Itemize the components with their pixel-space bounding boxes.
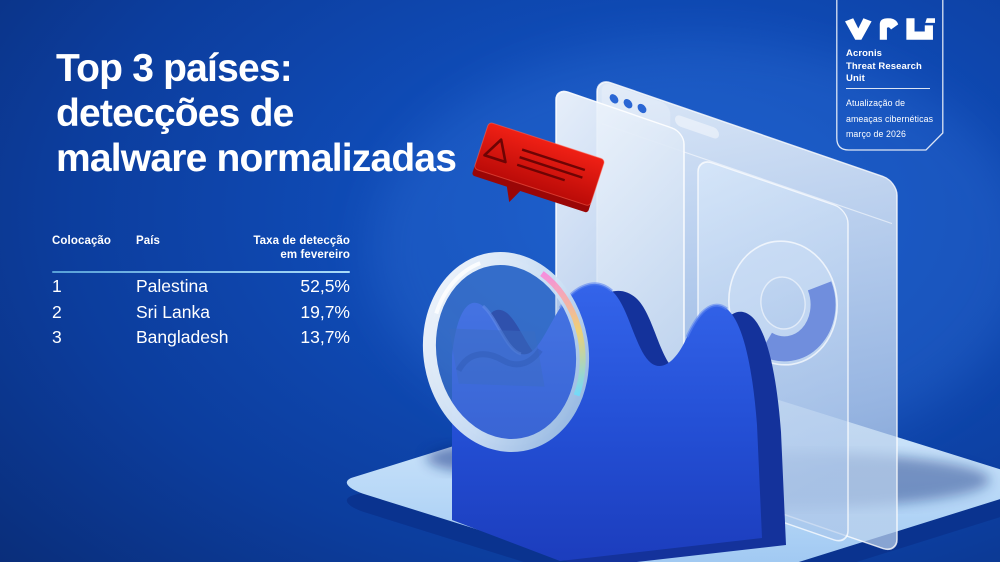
cell-rank: 1 bbox=[52, 276, 62, 296]
page-title-line: Top 3 países: bbox=[56, 47, 293, 90]
cell-rank: 3 bbox=[52, 327, 62, 347]
tru-org-line: Unit bbox=[846, 73, 865, 84]
header-rank: Colocação bbox=[52, 235, 112, 247]
header-rate-line2: em fevereiro bbox=[280, 249, 350, 261]
cell-country: Sri Lanka bbox=[136, 301, 210, 322]
tru-subtitle-line: Atualização de bbox=[846, 98, 906, 108]
tru-org-name: Acronis Threat Research Unit bbox=[846, 48, 922, 86]
cell-country: Palestina bbox=[136, 276, 208, 296]
table-header-row: Colocação País Taxa de detecção em fever… bbox=[52, 234, 350, 262]
header-rate: Taxa de detecção em fevereiro bbox=[248, 234, 350, 262]
cell-rate: 13,7% bbox=[300, 327, 350, 347]
tru-subtitle-line: ameaças cibernéticas bbox=[846, 113, 934, 124]
wave-chart-shape bbox=[452, 282, 786, 562]
table-row: 1 Palestina 52,5% bbox=[52, 275, 350, 299]
page-title: Top 3 países: detecções de malware norma… bbox=[56, 46, 457, 181]
warning-triangle-icon bbox=[483, 138, 507, 164]
page-title-line: malware normalizadas bbox=[56, 137, 457, 180]
cell-rank: 2 bbox=[52, 301, 62, 322]
tru-org-line: Threat Research bbox=[846, 60, 922, 72]
tru-subtitle: Atualização de ameaças cibernéticas març… bbox=[846, 96, 933, 143]
window-dots bbox=[601, 83, 719, 139]
top-countries-table: Colocação País Taxa de detecção em fever… bbox=[52, 234, 350, 350]
tru-org-line: Acronis bbox=[846, 48, 883, 59]
tru-box-frame bbox=[836, 0, 944, 151]
magnifier-lens-icon bbox=[422, 251, 590, 453]
tru-box-divider bbox=[846, 88, 930, 89]
tru-subtitle-line: março de 2026 bbox=[846, 129, 906, 139]
table-row: 2 Sri Lanka 19,7% bbox=[52, 301, 350, 325]
cell-rate: 52,5% bbox=[300, 276, 350, 296]
header-country: País bbox=[136, 235, 161, 247]
tru-logo-icon bbox=[845, 18, 935, 40]
cell-country: Bangladesh bbox=[136, 327, 229, 347]
table-divider bbox=[52, 271, 350, 273]
table-row: 3 Bangladesh 13,7% bbox=[52, 326, 350, 350]
page-title-line: detecções de bbox=[56, 92, 294, 135]
header-rate-line1: Taxa de detecção bbox=[253, 235, 350, 247]
cell-rate: 19,7% bbox=[300, 301, 350, 322]
alert-badge-icon bbox=[472, 122, 605, 213]
tru-info-box: Acronis Threat Research Unit Atualização… bbox=[836, 0, 944, 153]
